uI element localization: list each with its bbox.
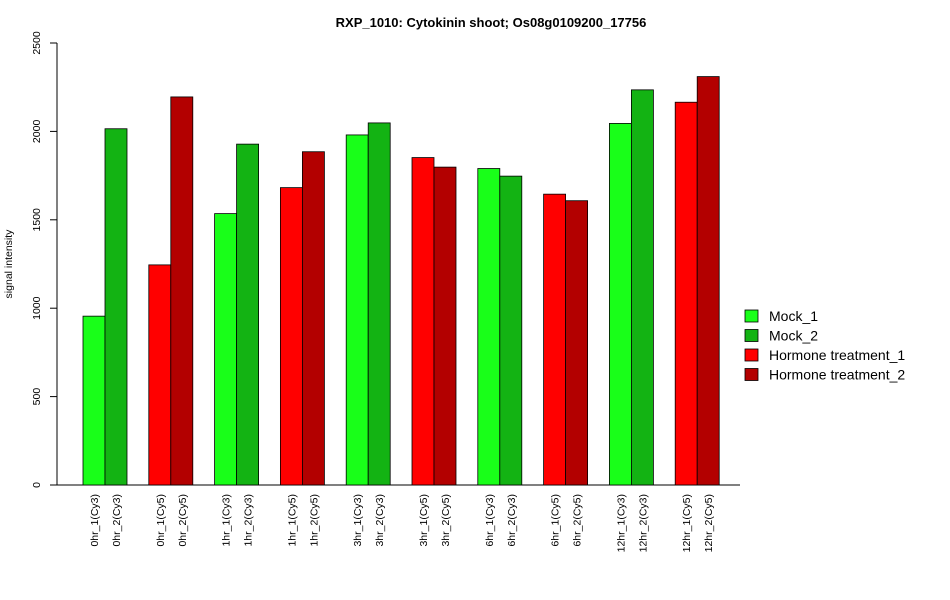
x-tick-label: 12hr_1(Cy3) bbox=[615, 494, 627, 552]
bar bbox=[499, 175, 523, 486]
x-tick-label: 12hr_2(Cy3) bbox=[637, 494, 649, 552]
bar bbox=[367, 122, 391, 486]
x-tick-label: 6hr_2(Cy3) bbox=[506, 494, 518, 547]
y-axis-label: signal intensity bbox=[3, 229, 15, 299]
y-tick-label: 1000 bbox=[31, 296, 43, 320]
x-tick-label: 12hr_2(Cy5) bbox=[703, 494, 715, 552]
legend-swatch bbox=[744, 329, 759, 342]
y-tick-label: 1500 bbox=[31, 208, 43, 232]
y-tick-label: 0 bbox=[31, 482, 43, 488]
bar bbox=[345, 134, 369, 486]
x-tick-label: 0hr_2(Cy3) bbox=[111, 494, 123, 547]
x-tick-label: 0hr_1(Cy5) bbox=[155, 494, 167, 547]
x-tick-label: 3hr_2(Cy3) bbox=[374, 494, 386, 547]
legend-label: Mock_2 bbox=[769, 328, 818, 344]
legend-label: Hormone treatment_1 bbox=[769, 347, 905, 363]
y-tick-label: 2500 bbox=[31, 31, 43, 55]
x-tick-label: 3hr_2(Cy5) bbox=[440, 494, 452, 547]
legend-item: Mock_1 bbox=[744, 308, 818, 324]
bar bbox=[477, 168, 501, 486]
bar bbox=[411, 157, 435, 486]
bar bbox=[214, 213, 238, 486]
x-tick-label: 0hr_2(Cy5) bbox=[177, 494, 189, 547]
bar bbox=[236, 143, 260, 486]
bar bbox=[104, 128, 128, 486]
bar bbox=[631, 89, 654, 486]
x-tick-label: 1hr_2(Cy3) bbox=[243, 494, 255, 547]
bar bbox=[543, 193, 566, 486]
legend-item: Mock_2 bbox=[744, 328, 818, 344]
legend-label: Mock_1 bbox=[769, 308, 818, 324]
bar bbox=[433, 166, 457, 486]
legend-swatch bbox=[744, 348, 759, 362]
x-tick-labels: 0hr_1(Cy3) 0hr_2(Cy3) 0hr_1(Cy5) 0hr_2(Cy5)… bbox=[89, 494, 715, 552]
legend-swatch bbox=[744, 309, 759, 323]
y-axis: 0 500 1000 1500 2000 2500 bbox=[31, 31, 58, 488]
y-tick-label: 2000 bbox=[31, 120, 43, 144]
x-tick-label: 1hr_2(Cy5) bbox=[308, 494, 320, 547]
legend-swatch bbox=[744, 368, 759, 381]
bar bbox=[170, 96, 194, 486]
x-tick-label: 6hr_1(Cy5) bbox=[550, 494, 562, 547]
x-tick-label: 1hr_1(Cy5) bbox=[286, 494, 298, 547]
x-tick-label: 6hr_2(Cy5) bbox=[572, 494, 584, 547]
y-tick-label: 500 bbox=[31, 388, 43, 406]
x-tick-label: 3hr_1(Cy5) bbox=[418, 494, 430, 547]
bar bbox=[148, 264, 172, 486]
x-tick-label: 12hr_1(Cy5) bbox=[681, 494, 693, 552]
legend-label: Hormone treatment_2 bbox=[769, 367, 905, 383]
bar bbox=[565, 200, 588, 486]
bar bbox=[279, 187, 303, 486]
legend-item: Hormone treatment_1 bbox=[744, 347, 905, 363]
bar bbox=[696, 76, 720, 486]
x-tick-label: 3hr_1(Cy3) bbox=[352, 494, 364, 547]
legend: Mock_1 Mock_2 Hormone treatment_1 Hormone t… bbox=[744, 308, 905, 383]
bar bbox=[82, 315, 106, 486]
legend-item: Hormone treatment_2 bbox=[744, 367, 905, 383]
bar bbox=[301, 151, 325, 486]
x-tick-label: 6hr_1(Cy3) bbox=[484, 494, 496, 547]
bar bbox=[674, 101, 698, 486]
bars bbox=[82, 76, 720, 486]
chart-title: RXP_1010: Cytokinin shoot; Os08g0109200_… bbox=[336, 15, 647, 30]
x-tick-label: 0hr_1(Cy3) bbox=[89, 494, 101, 547]
bar bbox=[609, 123, 632, 486]
x-tick-label: 1hr_1(Cy3) bbox=[221, 494, 233, 547]
